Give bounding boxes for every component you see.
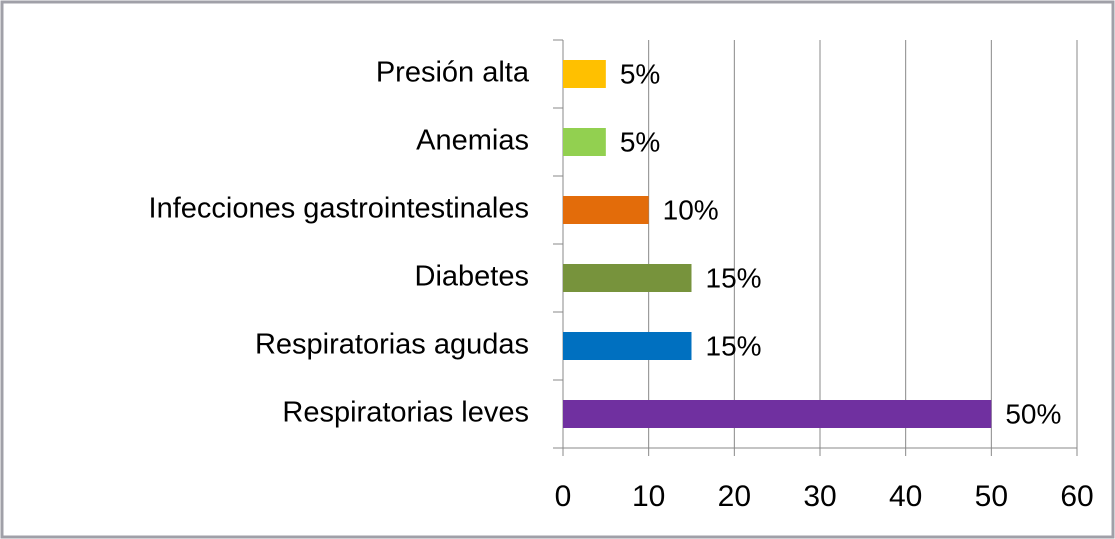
value-label: 50%	[1005, 398, 1061, 429]
bar	[563, 196, 649, 224]
value-label: 5%	[620, 58, 660, 89]
x-tick-label: 10	[632, 480, 665, 513]
bar	[563, 264, 692, 292]
y-tick-label: Presión alta	[376, 57, 530, 89]
x-tick-label: 60	[1060, 480, 1093, 513]
bar	[563, 400, 992, 428]
bar	[563, 128, 606, 156]
x-tick-label: 0	[555, 480, 572, 513]
y-tick-label: Respiratorias agudas	[255, 329, 529, 361]
x-tick-label: 30	[803, 480, 836, 513]
value-label: 10%	[663, 194, 719, 225]
y-tick-label: Respiratorias leves	[282, 397, 529, 429]
y-tick-label: Diabetes	[415, 261, 529, 293]
value-label: 15%	[706, 330, 762, 361]
value-label: 15%	[706, 262, 762, 293]
y-tick-label: Infecciones gastrointestinales	[149, 193, 529, 225]
bar	[563, 60, 606, 88]
y-tick-label: Anemias	[416, 125, 529, 157]
x-tick-label: 40	[889, 480, 922, 513]
x-tick-label: 50	[975, 480, 1008, 513]
bar	[563, 332, 692, 360]
value-label: 5%	[620, 126, 660, 157]
x-tick-label: 20	[718, 480, 751, 513]
